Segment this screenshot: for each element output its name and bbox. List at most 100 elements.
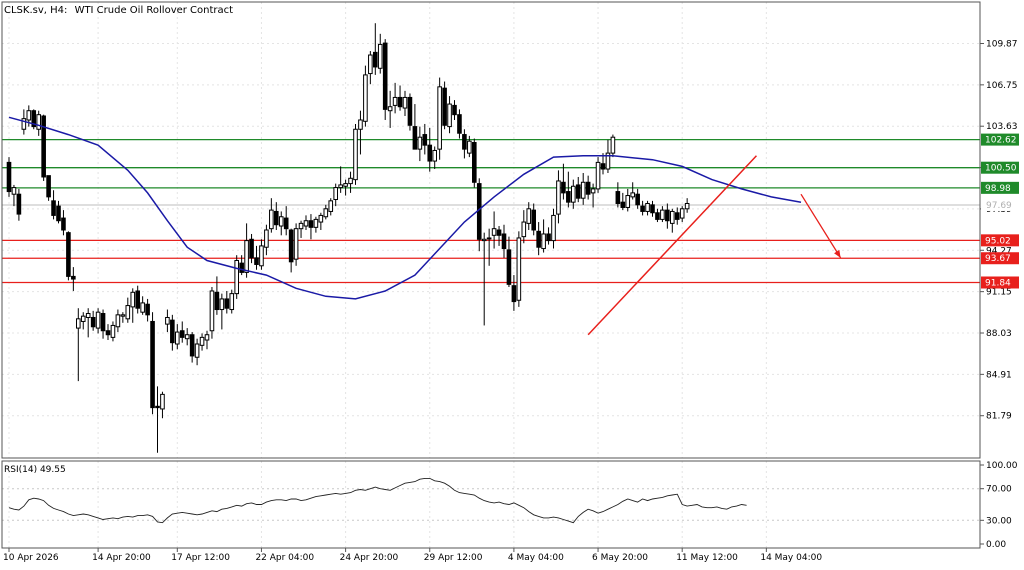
candle-body-bullish [645,202,650,212]
candle [531,203,537,236]
candle-body-bearish [422,134,428,146]
candle-body-bullish [679,208,685,219]
candle [41,114,46,181]
candle-body-bullish [130,291,136,308]
candle-body-bearish [531,209,537,231]
price-tick-label: 91.15 [986,288,1012,298]
candle [115,309,121,333]
candle-body-bullish [120,314,126,317]
candle [11,184,17,207]
candle [353,123,358,185]
time-tick-label: 14 Apr 20:00 [92,553,151,563]
candle-body-bearish [496,229,502,236]
frame-layer [1,1,981,549]
candle [590,183,596,208]
candle [160,391,165,419]
overlay-layer [8,116,842,336]
axes-layer: 81.7984.9188.0391.1594.2797.39100.51103.… [3,39,1019,563]
candle-body-bearish [274,210,279,226]
candle [575,176,581,203]
candle [467,135,472,158]
candle [655,208,660,223]
candle-body-bullish [368,54,373,75]
resistance-level-badge [981,133,1019,146]
candle [278,211,284,236]
candle [224,290,230,314]
candle-body-bullish [363,74,368,122]
candle-body-bearish [254,257,259,265]
candle-body-bearish [457,114,462,134]
candle-body-bearish [407,96,413,126]
candle [100,309,106,339]
candle-body-bullish [175,331,180,345]
candle [481,232,487,326]
candle-body-bearish [179,330,185,338]
candle [650,200,655,217]
candle-body-bullish [343,183,348,187]
candle [234,255,239,299]
candle-body-bullish [516,237,522,301]
candle-body-bullish [11,187,17,195]
candle [46,175,51,201]
candle-body-bullish [80,315,86,322]
candle-body-bullish [229,293,235,311]
resistance-level-label: 100.50 [985,164,1017,174]
candle [36,110,42,136]
candle [526,202,532,230]
candle [110,321,116,342]
rsi-tick-label: 30.00 [986,516,1012,526]
candle-body-bullish [140,302,145,313]
candle-body-bearish [452,104,457,116]
candle [170,314,175,351]
price-tick-label: 94.27 [986,246,1012,256]
candle [293,223,299,266]
candle-body-bullish [556,180,561,215]
candle-body-bullish [219,298,225,311]
candle [610,134,616,158]
candle-body-bullish [259,245,264,267]
candle [269,198,274,233]
candle [199,333,205,351]
candle-body-bearish [566,191,571,203]
candle [105,324,111,341]
candle [551,208,556,249]
candle-body-bullish [432,149,437,162]
price-tick-label: 109.87 [986,39,1018,49]
candle-body-bullish [437,86,442,150]
candle-body-bearish [536,230,541,248]
candle [387,90,393,128]
forecast-arrow-head [834,249,841,258]
candle [546,227,551,245]
time-tick-label: 10 Apr 2026 [3,553,59,563]
candle [165,309,170,333]
candle [561,163,566,200]
candle-body-bearish [150,320,155,409]
candle [392,82,398,114]
candle-body-bearish [249,238,254,259]
candle-body-bearish [501,233,507,250]
candle-body-bearish [135,290,140,309]
support-level-label: 93.67 [985,254,1011,264]
time-tick-label: 24 Apr 20:00 [340,553,399,563]
candle [684,198,690,213]
candle-body-bearish [145,303,150,316]
candle [71,267,76,291]
candle-body-bearish [90,316,96,328]
candle [536,222,541,256]
candle [184,328,190,346]
levels-layer [2,138,980,284]
candle [358,110,363,155]
rsi-layer: RSI(14) 49.55 [2,465,980,524]
candle-body-bearish [214,291,220,311]
candle [85,308,91,338]
candle-body-bullish [447,103,452,128]
candle-body-bullish [204,334,210,341]
candle-body-bearish [665,209,670,222]
candle-body-bullish [580,181,586,199]
candle-body-bearish [585,181,591,195]
candle-body-bullish [278,216,284,227]
candles-layer [6,23,690,453]
support-level-badge [981,276,1019,289]
candle [511,275,517,311]
candle [397,85,403,111]
